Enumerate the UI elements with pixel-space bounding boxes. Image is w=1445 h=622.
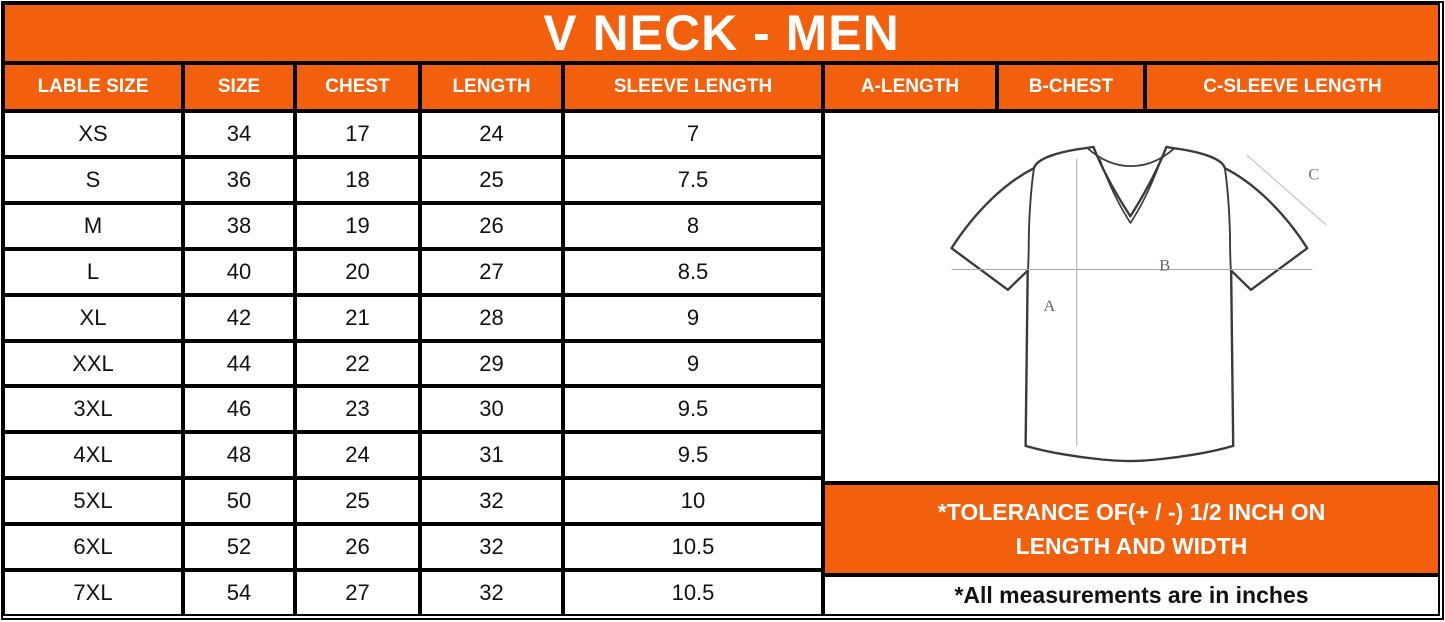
svg-text:C: C xyxy=(1308,165,1319,184)
svg-text:A: A xyxy=(1043,296,1055,315)
svg-text:B: B xyxy=(1159,256,1170,275)
